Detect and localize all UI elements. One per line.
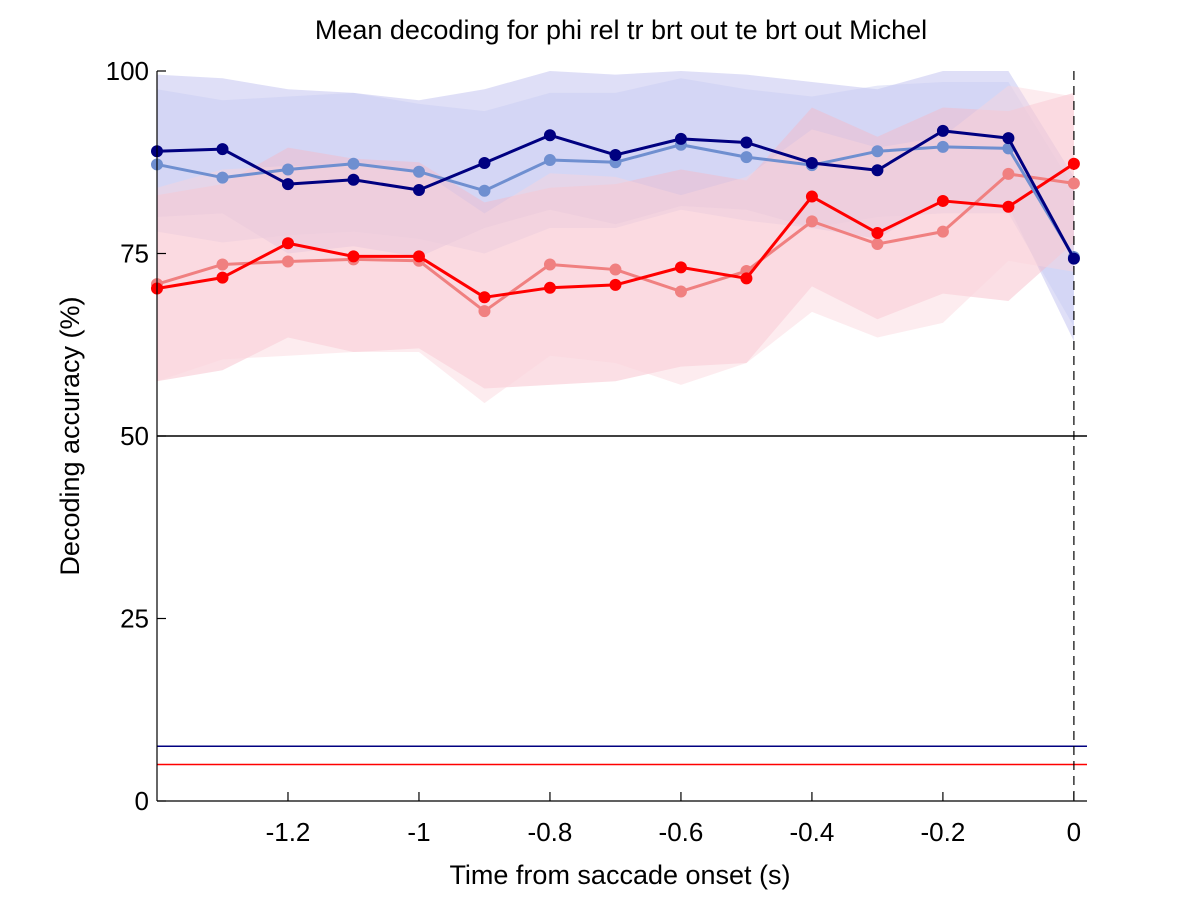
series-4-point xyxy=(281,255,294,268)
data-series xyxy=(151,124,1080,318)
series-1-point xyxy=(609,148,622,161)
series-4-point xyxy=(478,305,491,318)
series-2-point xyxy=(543,154,556,167)
y-tick-label: 50 xyxy=(120,421,149,451)
series-4-point xyxy=(609,263,622,276)
series-1-point xyxy=(1002,132,1015,145)
series-3-point xyxy=(216,271,229,284)
x-tick-label: -0.4 xyxy=(790,817,835,847)
series-4-point xyxy=(216,258,229,271)
y-tick-label: 25 xyxy=(120,604,149,634)
x-axis-label: Time from saccade onset (s) xyxy=(449,860,790,890)
series-1-point xyxy=(805,156,818,169)
series-3-point xyxy=(412,250,425,263)
series-4-point xyxy=(871,238,884,251)
series-3-point xyxy=(871,227,884,240)
series-3-point xyxy=(543,281,556,294)
series-3-point xyxy=(1002,200,1015,213)
series-1-point xyxy=(478,156,491,169)
series-1-point xyxy=(674,132,687,145)
x-axis-ticks: -1.2 -1 -0.8 -0.6 -0.4 -0.2 0 xyxy=(266,792,1081,847)
series-4-point xyxy=(805,215,818,228)
chart-title: Mean decoding for phi rel tr brt out te … xyxy=(315,15,927,45)
series-2-point xyxy=(347,157,360,170)
y-tick-label: 75 xyxy=(120,239,149,269)
series-1-point xyxy=(543,129,556,142)
series-1-point xyxy=(871,164,884,177)
series-4-point xyxy=(1002,167,1015,180)
series-1-point xyxy=(216,143,229,156)
x-tick-label: -1 xyxy=(407,817,430,847)
series-2-point xyxy=(216,171,229,184)
series-1-point xyxy=(281,178,294,191)
y-axis-label: Decoding accuracy (%) xyxy=(55,296,85,575)
band-series-2 xyxy=(157,78,1074,327)
series-3-point xyxy=(347,250,360,263)
x-tick-label: 0 xyxy=(1067,817,1081,847)
series-1-point xyxy=(1067,252,1080,265)
series-3-point xyxy=(805,190,818,203)
series-1-point xyxy=(936,124,949,137)
band-series-1 xyxy=(157,71,1074,342)
series-3-point xyxy=(1067,157,1080,170)
series-2-point xyxy=(281,163,294,176)
series-1-point xyxy=(412,183,425,196)
series-3-point xyxy=(478,291,491,304)
series-4-point xyxy=(1067,177,1080,190)
series-1-point xyxy=(347,173,360,186)
series-3-point xyxy=(609,278,622,291)
series-3-point xyxy=(936,194,949,207)
series-2-point xyxy=(412,165,425,178)
reference-lines xyxy=(157,71,1087,801)
y-tick-label: 0 xyxy=(135,786,149,816)
series-3-point xyxy=(281,237,294,250)
confidence-bands xyxy=(157,71,1074,404)
y-axis-ticks: 0 25 50 75 100 xyxy=(106,56,166,816)
series-3-point xyxy=(740,272,753,285)
series-2-point xyxy=(871,145,884,158)
series-3 xyxy=(151,157,1080,304)
series-2-point xyxy=(936,140,949,153)
series-2-point xyxy=(478,184,491,197)
series-3-point xyxy=(674,261,687,274)
series-2-point xyxy=(740,151,753,164)
series-4-point xyxy=(543,258,556,271)
x-tick-label: -1.2 xyxy=(266,817,311,847)
x-tick-label: -0.8 xyxy=(528,817,573,847)
series-4-point xyxy=(674,285,687,298)
x-tick-label: -0.6 xyxy=(659,817,704,847)
x-tick-label: -0.2 xyxy=(921,817,966,847)
series-4-point xyxy=(936,225,949,238)
band-series-4 xyxy=(157,85,1074,404)
series-1-point xyxy=(740,136,753,149)
y-tick-label: 100 xyxy=(106,56,149,86)
